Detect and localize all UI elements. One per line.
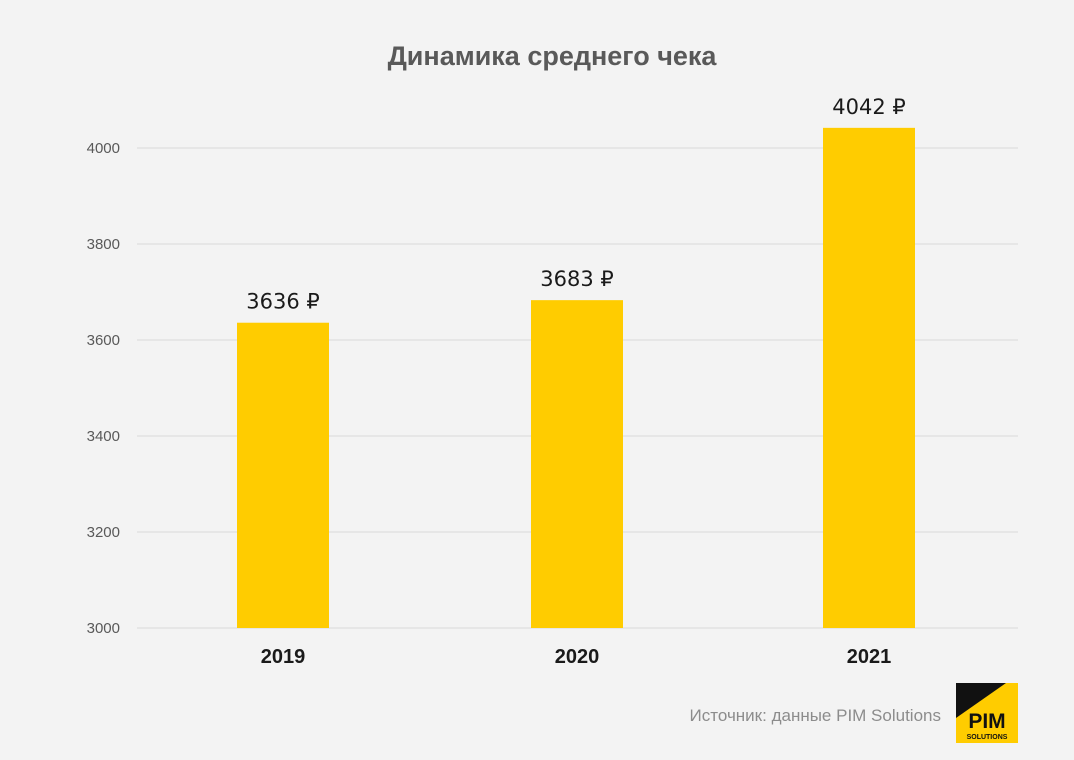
data-label-2020: 3683 ₽ xyxy=(540,267,613,291)
data-label-2021: 4042 ₽ xyxy=(832,95,905,119)
logo-dark-wedge xyxy=(956,683,1006,718)
bars xyxy=(237,127,915,628)
source-note: Источник: данные PIM Solutions xyxy=(690,706,941,725)
bar-2020 xyxy=(531,300,623,628)
y-axis-ticks: 3000 3200 3400 3600 3800 4000 xyxy=(87,140,120,637)
data-labels: 3636 ₽ 3683 ₽ 4042 ₽ xyxy=(246,95,905,314)
logo-sub-text: SOLUTIONS xyxy=(967,734,1008,741)
y-tick-label-3800: 3800 xyxy=(87,236,120,253)
x-axis-ticks: 2019 2020 2021 xyxy=(261,646,892,668)
logo-main-text: PIM xyxy=(968,710,1005,733)
x-tick-label-2019: 2019 xyxy=(261,646,306,668)
y-tick-label-3400: 3400 xyxy=(87,428,120,445)
y-tick-label-3200: 3200 xyxy=(87,524,120,541)
pim-solutions-logo: PIM SOLUTIONS xyxy=(956,683,1018,743)
bar-2021 xyxy=(823,127,915,628)
x-tick-label-2020: 2020 xyxy=(555,646,600,668)
y-tick-label-3000: 3000 xyxy=(87,620,120,637)
chart-title: Динамика среднего чека xyxy=(388,41,718,71)
data-label-2019: 3636 ₽ xyxy=(246,290,319,314)
y-tick-label-3600: 3600 xyxy=(87,332,120,349)
x-tick-label-2021: 2021 xyxy=(847,646,892,668)
bar-2019 xyxy=(237,322,329,628)
y-tick-label-4000: 4000 xyxy=(87,140,120,157)
